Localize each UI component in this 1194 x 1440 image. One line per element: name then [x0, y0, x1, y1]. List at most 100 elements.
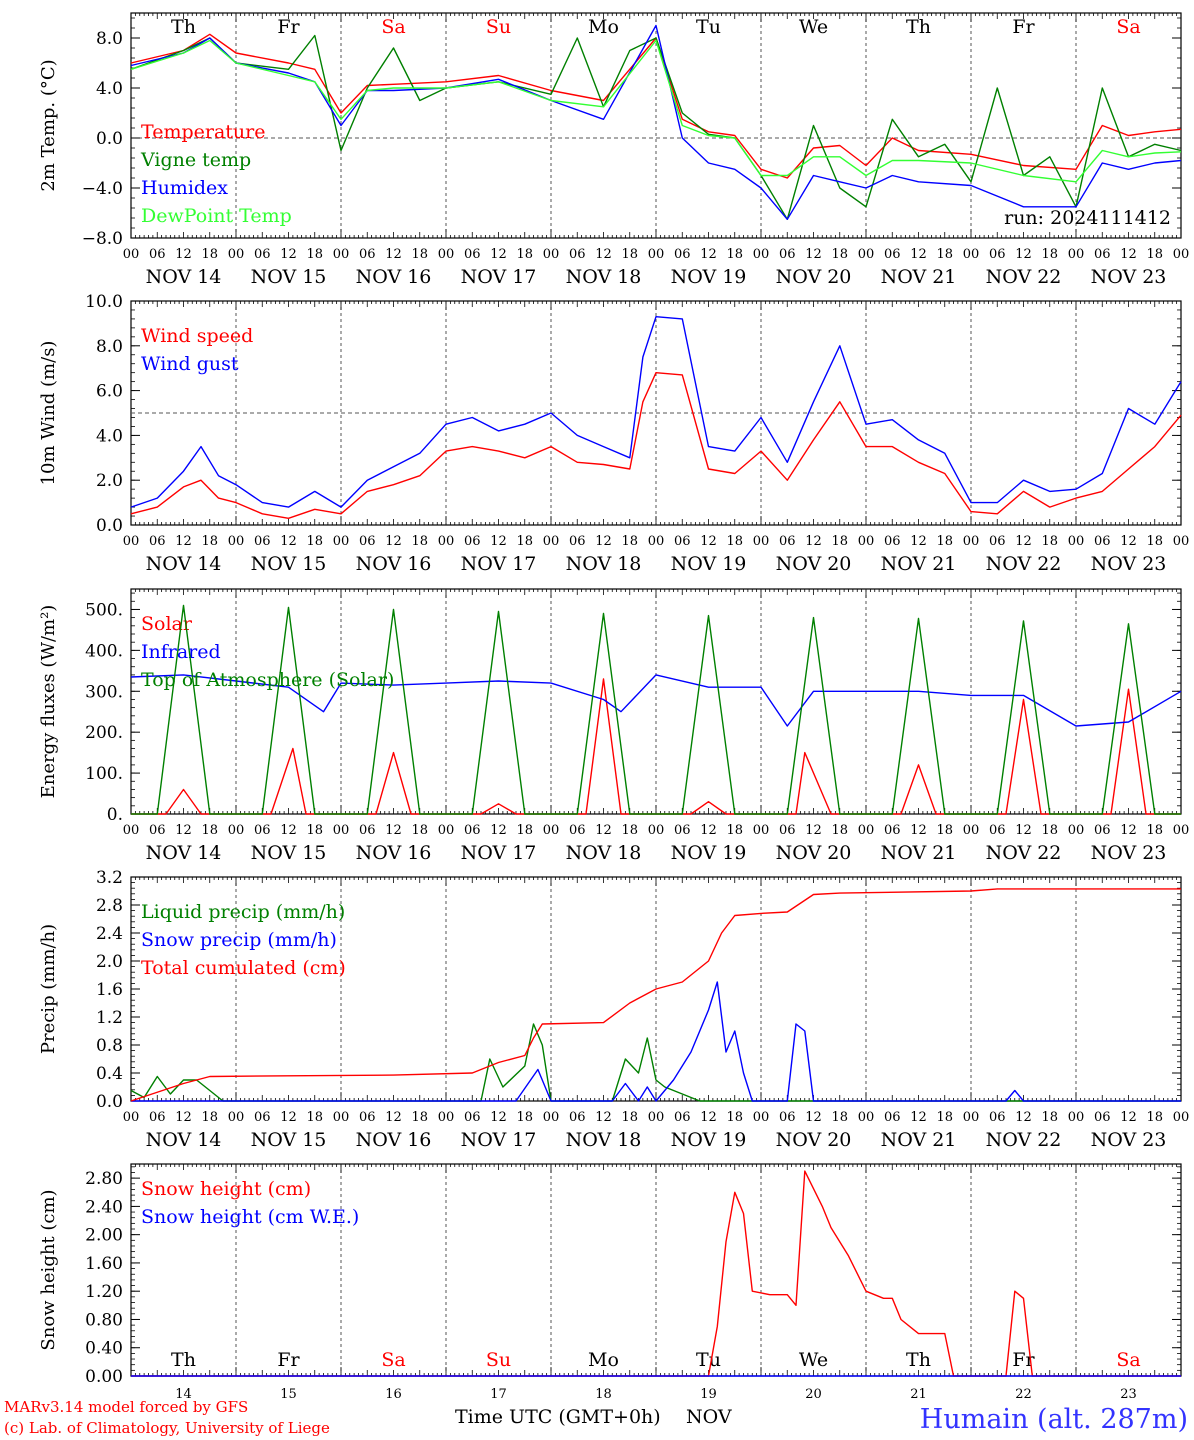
x-hour-label: 12: [1120, 534, 1137, 549]
x-hour-label: 00: [228, 1110, 245, 1125]
x-hour-label: 18: [306, 1110, 323, 1125]
x-hour-label: 12: [280, 1110, 297, 1125]
x-hour-label: 12: [1015, 534, 1032, 549]
x-hour-label: 00: [648, 823, 665, 838]
x-hour-label: 06: [464, 534, 481, 549]
x-hour-label: 00: [858, 1110, 875, 1125]
x-hour-label: 18: [621, 1110, 638, 1125]
x-hour-label: 18: [621, 534, 638, 549]
series-line: [130, 39, 1182, 183]
day-abbrev-label: Fr: [1012, 1349, 1035, 1371]
y-tick-label: 400.: [85, 641, 123, 661]
x-date-label: NOV 18: [566, 1129, 642, 1151]
x-hour-label: 12: [1015, 1110, 1032, 1125]
panel-4: 0.0 0.4 0.8 1.2 1.6 2.0 2.4 2.8 3.2 Precip (mm/h)…: [38, 868, 1189, 1151]
y-tick-label: 0.4: [96, 1064, 123, 1084]
x-hour-label: 12: [490, 534, 507, 549]
x-date-label: NOV 23: [1091, 842, 1167, 864]
legend-entry: Humidex: [141, 177, 228, 199]
x-hour-label: 18: [726, 247, 743, 262]
x-hour-label: 00: [1173, 247, 1190, 262]
legend-entry: Total cumulated (cm): [141, 957, 346, 979]
x-date-label: NOV 18: [566, 842, 642, 864]
x-hour-label: 00: [228, 534, 245, 549]
x-hour-label: 00: [1068, 247, 1085, 262]
x-hour-label: 00: [963, 534, 980, 549]
legend-entry: Vigne temp: [140, 149, 251, 171]
x-hour-label: 00: [858, 823, 875, 838]
x-date-label: NOV 20: [776, 553, 852, 575]
x-hour-label: 00: [1173, 534, 1190, 549]
x-date-label: NOV 20: [776, 842, 852, 864]
x-hour-label: 18: [831, 1110, 848, 1125]
x-date-label: NOV 16: [356, 842, 432, 864]
time-axis-label: Time UTC (GMT+0h): [455, 1406, 661, 1428]
y-tick-label: 4.0: [96, 79, 123, 99]
x-hour-label: 18: [411, 534, 428, 549]
x-hour-label: 06: [674, 247, 691, 262]
x-date-label: NOV 22: [986, 266, 1062, 288]
x-date-label: NOV 23: [1091, 553, 1167, 575]
x-hour-label: 00: [438, 534, 455, 549]
y-tick-label: 300.: [85, 682, 123, 702]
x-hour-label: 06: [1094, 247, 1111, 262]
x-date-label: NOV 15: [251, 1129, 327, 1151]
day-abbrev-label: Sa: [381, 1349, 405, 1371]
x-hour-label: 00: [543, 534, 560, 549]
x-hour-label: 18: [726, 823, 743, 838]
x-hour-label: 06: [569, 247, 586, 262]
x-hour-label: 06: [989, 534, 1006, 549]
y-tick-label: 2.00: [85, 1226, 123, 1246]
x-date-label: NOV 14: [146, 266, 222, 288]
x-hour-label: 06: [464, 1110, 481, 1125]
panel-1: 8.0 4.0 0.0 −4.0 −8.0 2m Temp. (°C) 00 06 12 18 NO…: [38, 12, 1190, 288]
day-abbrev-label: Tu: [696, 16, 721, 38]
day-abbrev-label: We: [799, 16, 828, 38]
day-number-label: 16: [385, 1387, 402, 1402]
x-hour-label: 00: [753, 534, 770, 549]
x-hour-label: 00: [753, 1110, 770, 1125]
x-hour-label: 18: [201, 823, 218, 838]
footer: MARv3.14 model forced by GFS (c) Lab. of…: [4, 1398, 1188, 1437]
y-tick-label: 0.00: [85, 1367, 123, 1387]
x-hour-label: 12: [910, 1110, 927, 1125]
panel-2: 0.0 2.0 4.0 6.0 8.0 10.0 10m Wind (m/s) 00 06 12 1…: [38, 292, 1189, 575]
y-axis-label: 10m Wind (m/s): [38, 341, 59, 486]
y-tick-label: 0.40: [85, 1339, 123, 1359]
x-hour-label: 00: [333, 1110, 350, 1125]
x-date-label: NOV 14: [146, 553, 222, 575]
y-tick-label: 100.: [85, 764, 123, 784]
x-hour-label: 12: [1015, 247, 1032, 262]
x-date-label: NOV 19: [671, 266, 747, 288]
x-date-label: NOV 21: [881, 553, 957, 575]
x-hour-label: 06: [884, 1110, 901, 1125]
x-date-label: NOV 17: [461, 266, 537, 288]
month-label: NOV: [686, 1406, 732, 1428]
x-date-label: NOV 22: [986, 842, 1062, 864]
x-date-label: NOV 22: [986, 553, 1062, 575]
x-hour-label: 00: [753, 247, 770, 262]
lab-credit: (c) Lab. of Climatology, University of L…: [4, 1419, 330, 1437]
day-abbrev-label: Sa: [381, 16, 405, 38]
y-tick-label: 10.0: [85, 292, 123, 312]
day-abbrev-label: Sa: [1116, 16, 1140, 38]
x-hour-label: 06: [464, 823, 481, 838]
x-hour-label: 00: [648, 534, 665, 549]
x-hour-label: 00: [438, 823, 455, 838]
x-hour-label: 00: [753, 823, 770, 838]
x-hour-label: 18: [726, 1110, 743, 1125]
x-hour-label: 18: [936, 534, 953, 549]
x-hour-label: 18: [516, 1110, 533, 1125]
x-hour-label: 06: [359, 534, 376, 549]
y-tick-label: 2.0: [96, 471, 123, 491]
x-hour-label: 12: [1015, 823, 1032, 838]
y-axis-label: Snow height (cm): [38, 1189, 59, 1350]
panel-3: 0. 100. 200. 300. 400. 500. Energy fluxes (W/m…: [38, 588, 1189, 864]
x-hour-label: 18: [726, 534, 743, 549]
x-hour-label: 06: [779, 534, 796, 549]
legend-entry: Snow precip (mm/h): [141, 929, 337, 951]
x-hour-label: 12: [700, 534, 717, 549]
x-hour-label: 00: [438, 247, 455, 262]
day-abbrev-label: Fr: [277, 1349, 300, 1371]
x-hour-label: 00: [123, 1110, 140, 1125]
